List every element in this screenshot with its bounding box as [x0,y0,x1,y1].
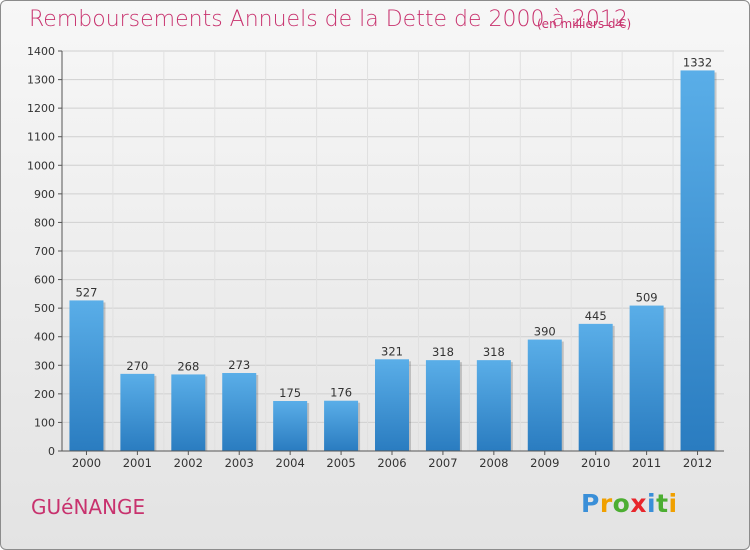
bar [527,339,562,451]
logo-letter: x [630,489,647,518]
x-tick-label: 2000 [72,456,101,470]
y-tick-label: 1000 [27,159,55,172]
bar [69,300,104,451]
bar-value-label: 175 [279,386,301,400]
bar [273,401,308,451]
bar-value-label: 509 [636,291,658,305]
logo-letter: r [599,489,613,518]
x-tick-label: 2011 [632,456,661,470]
y-tick-label: 800 [34,216,55,229]
bar-value-label: 273 [228,358,250,372]
proxiti-logo[interactable]: Proxiti [581,489,678,518]
x-tick-label: 2007 [428,456,457,470]
logo-letter: t [656,489,669,518]
y-tick-label: 1400 [27,45,55,58]
bar [476,360,511,451]
y-tick-label: 0 [48,445,55,458]
y-tick-label: 400 [34,331,55,344]
bar-value-label: 390 [534,325,556,339]
y-tick-label: 100 [34,416,55,429]
chart-unit-note: (en milliers d'€) [537,17,632,31]
y-tick-label: 500 [34,302,55,315]
bar-value-label: 270 [126,359,148,373]
bar [629,305,664,451]
bar-value-label: 1332 [683,55,712,69]
x-tick-label: 2005 [326,456,355,470]
bar [425,360,460,451]
x-tick-label: 2002 [174,456,203,470]
x-tick-label: 2012 [683,456,712,470]
x-tick-label: 2008 [479,456,508,470]
chart-title: Remboursements Annuels de la Dette de 20… [29,7,628,32]
bar [171,374,206,451]
x-tick-label: 2009 [530,456,559,470]
logo-letter: o [612,489,631,518]
y-tick-label: 1200 [27,102,55,115]
bar-value-label: 527 [75,285,97,299]
bar [120,373,155,451]
y-tick-label: 1300 [27,74,55,87]
bar-value-label: 176 [330,386,352,400]
y-tick-label: 200 [34,388,55,401]
bar-value-label: 268 [177,359,199,373]
bar-value-label: 321 [381,344,403,358]
x-tick-label: 2001 [123,456,152,470]
bar-value-label: 318 [483,345,505,359]
y-tick-label: 700 [34,245,55,258]
bar [375,359,409,451]
bar [578,323,613,451]
y-tick-label: 1100 [27,131,55,144]
x-tick-label: 2003 [225,456,254,470]
logo-letter: i [647,489,657,518]
bar-value-label: 445 [585,309,607,323]
y-tick-label: 600 [34,274,55,287]
x-tick-label: 2010 [581,456,610,470]
logo-letter: P [581,489,600,518]
bar-value-label: 318 [432,345,454,359]
x-tick-label: 2006 [377,456,406,470]
logo-letter: i [668,489,678,518]
town-name: GUéNANGE [31,495,146,519]
bar [680,70,715,451]
bar [222,373,257,451]
y-tick-label: 900 [34,188,55,201]
x-tick-label: 2004 [276,456,305,470]
y-tick-label: 300 [34,359,55,372]
bar [324,400,359,451]
